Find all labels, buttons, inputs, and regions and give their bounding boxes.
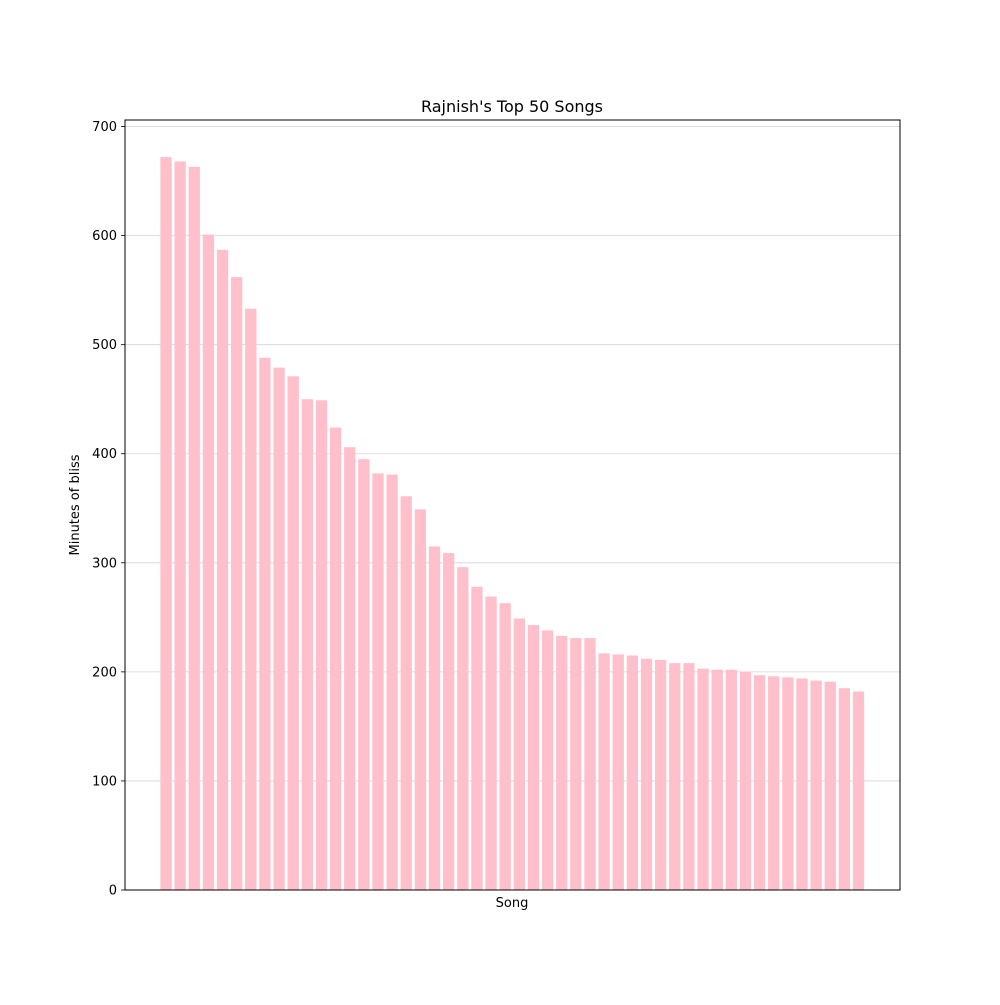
bar	[541, 630, 554, 890]
bar	[358, 459, 370, 890]
bar	[654, 659, 667, 890]
y-tick-label: 600	[92, 229, 117, 244]
bar	[414, 509, 427, 890]
bar	[640, 658, 653, 890]
chart-title: Rajnish's Top 50 Songs	[421, 97, 603, 116]
bar	[400, 496, 412, 890]
bar	[160, 157, 172, 890]
bar	[768, 676, 780, 890]
bar	[231, 277, 243, 890]
bar	[612, 654, 624, 890]
y-tick-label: 300	[92, 556, 117, 571]
y-axis-label: Minutes of bliss	[68, 454, 83, 555]
bar	[386, 474, 398, 890]
bar	[739, 671, 752, 890]
bar	[753, 675, 766, 890]
bar	[273, 367, 285, 891]
bar	[570, 638, 582, 890]
bar	[711, 669, 723, 890]
bar	[457, 567, 469, 890]
bar	[485, 596, 497, 890]
bar	[428, 546, 441, 890]
bar	[626, 655, 639, 890]
bar	[245, 308, 257, 890]
bar	[824, 681, 836, 890]
bar	[315, 400, 328, 890]
bars	[160, 157, 865, 891]
x-axis-label: Song	[496, 896, 529, 911]
bar	[598, 653, 610, 890]
plot-frame	[124, 119, 901, 891]
bar	[344, 447, 356, 890]
y-tick-label: 500	[92, 338, 117, 353]
bar	[584, 638, 596, 890]
bar	[259, 357, 271, 890]
y-tick-label: 400	[92, 447, 117, 462]
bar	[174, 161, 186, 890]
y-tick-label: 0	[109, 884, 117, 899]
bar	[838, 688, 851, 890]
bar	[725, 669, 737, 890]
bar	[471, 586, 483, 890]
bar	[216, 249, 229, 891]
bar	[556, 635, 568, 890]
bar	[443, 552, 455, 890]
bar	[372, 473, 384, 890]
bar	[527, 624, 540, 890]
bar	[852, 691, 865, 890]
bar	[188, 166, 200, 890]
bar	[202, 234, 215, 890]
bar	[683, 663, 695, 890]
bar	[810, 680, 822, 890]
bar	[697, 668, 709, 890]
y-tick-label: 700	[92, 120, 117, 135]
y-tick-label: 100	[92, 774, 117, 789]
y-axis-ticks: 0 100 200 300 400 500 600 700	[92, 120, 125, 899]
bar	[499, 603, 511, 890]
bar	[513, 618, 525, 890]
bar	[782, 677, 794, 890]
bar	[329, 427, 342, 890]
bar	[301, 399, 313, 890]
bar	[796, 678, 808, 890]
y-tick-label: 200	[92, 665, 117, 680]
bar	[669, 663, 681, 890]
bar	[287, 376, 299, 890]
